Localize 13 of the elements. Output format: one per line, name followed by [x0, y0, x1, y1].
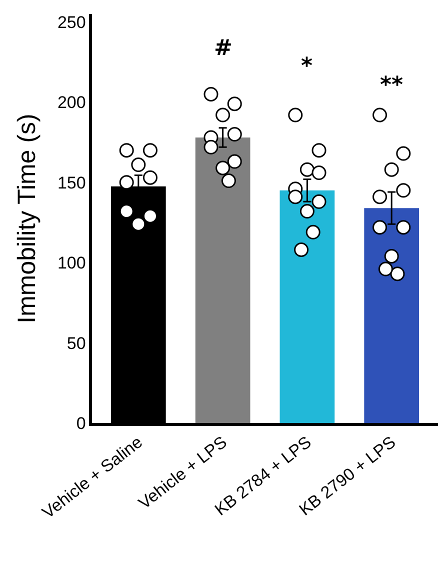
annotation: #	[214, 36, 232, 61]
annotation: **	[380, 73, 404, 98]
bar	[364, 208, 420, 423]
bar	[280, 190, 335, 423]
y-axis-title: Immobility Time (s)	[13, 114, 42, 324]
y-tick-label: 50	[66, 334, 86, 353]
y-tick-label: 250	[57, 12, 86, 32]
y-tick-label: 0	[76, 414, 86, 433]
annotation: *	[301, 54, 313, 79]
y-tick-label: 150	[57, 173, 86, 192]
bar	[195, 138, 250, 423]
y-tick-label: 200	[57, 93, 86, 112]
y-tick-label: 100	[57, 254, 86, 273]
